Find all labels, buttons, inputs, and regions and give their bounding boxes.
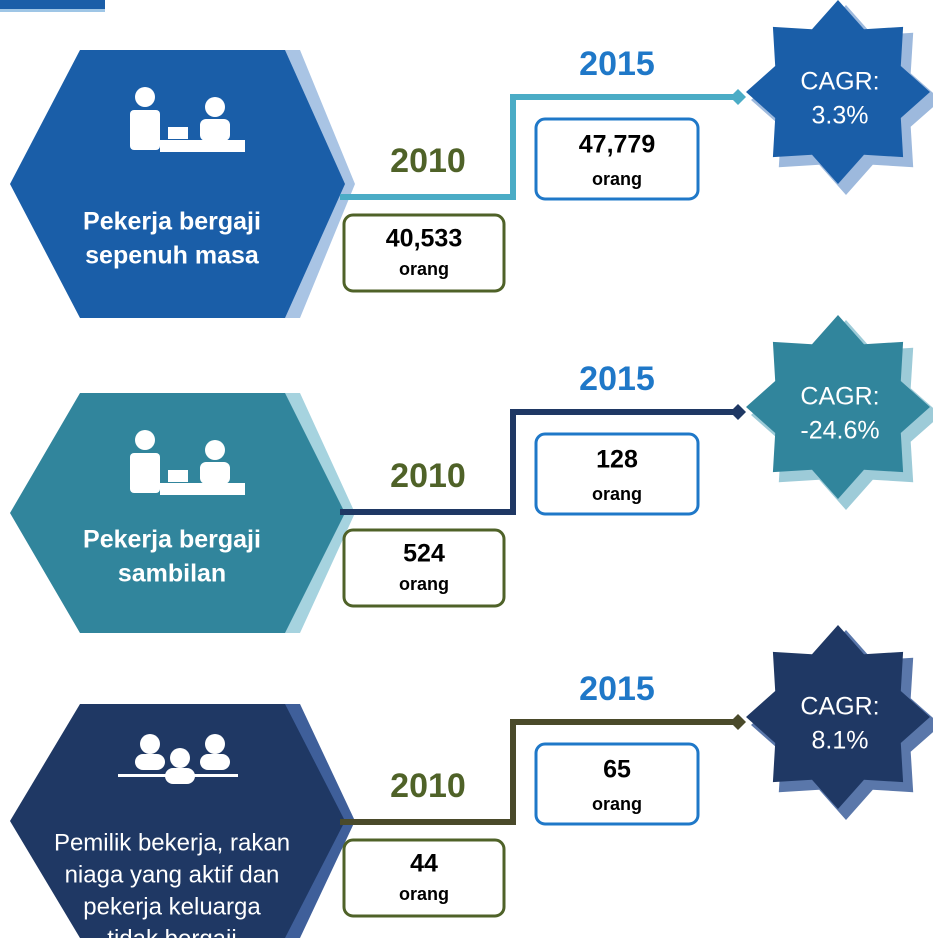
unit: orang bbox=[592, 484, 642, 504]
star bbox=[746, 315, 930, 499]
category-label: sambilan bbox=[118, 560, 226, 588]
connector-end bbox=[730, 404, 746, 420]
icon-head bbox=[135, 87, 155, 107]
unit: orang bbox=[399, 884, 449, 904]
cagr-label: CAGR: bbox=[800, 68, 879, 96]
icon-head bbox=[140, 734, 160, 754]
icon-body bbox=[130, 110, 160, 150]
row: Pekerja bergaji sambilan 2010 524 orang 2015 1… bbox=[10, 315, 933, 633]
category-label: Pekerja bergaji bbox=[83, 208, 261, 236]
icon-head bbox=[205, 440, 225, 460]
unit: orang bbox=[592, 794, 642, 814]
value-box bbox=[342, 213, 506, 293]
category-label: sepenuh masa bbox=[85, 242, 260, 270]
year-label: 2015 bbox=[579, 360, 655, 398]
row: Pemilik bekerja, rakan niaga yang aktif d… bbox=[10, 625, 933, 938]
value: 44 bbox=[410, 850, 438, 878]
value: 47,779 bbox=[579, 131, 655, 159]
icon-desk bbox=[160, 483, 245, 495]
icon bbox=[130, 87, 245, 152]
year-label: 2015 bbox=[579, 670, 655, 708]
connector bbox=[340, 94, 738, 200]
connector bbox=[340, 409, 738, 515]
icon-body bbox=[200, 462, 230, 484]
icon-laptop bbox=[168, 127, 188, 139]
value: 524 bbox=[403, 540, 445, 568]
category-label: Pemilik bekerja, rakan bbox=[54, 829, 290, 856]
connector-end bbox=[730, 89, 746, 105]
icon-head bbox=[205, 97, 225, 117]
icon-laptop bbox=[168, 470, 188, 482]
cagr-value: -24.6% bbox=[800, 417, 879, 445]
category-label: tidak bergaji bbox=[107, 925, 236, 938]
icon-head bbox=[170, 748, 190, 768]
unit: orang bbox=[399, 574, 449, 594]
value-box bbox=[534, 742, 700, 826]
icon-head bbox=[205, 734, 225, 754]
category-label: Pekerja bergaji bbox=[83, 526, 261, 554]
icon bbox=[118, 734, 238, 784]
header-bar-accent bbox=[0, 9, 105, 12]
icon-body bbox=[200, 754, 230, 770]
value: 40,533 bbox=[386, 225, 462, 253]
cagr-label: CAGR: bbox=[800, 693, 879, 721]
cagr-value: 3.3% bbox=[812, 102, 869, 130]
icon-table bbox=[118, 774, 238, 777]
cagr-label: CAGR: bbox=[800, 383, 879, 411]
cagr-value: 8.1% bbox=[812, 727, 869, 755]
value-box bbox=[534, 432, 700, 516]
icon-head bbox=[135, 430, 155, 450]
icon-body bbox=[130, 453, 160, 493]
value-box bbox=[534, 117, 700, 201]
hexagon bbox=[10, 393, 345, 633]
icon bbox=[130, 430, 245, 495]
connector-end bbox=[730, 714, 746, 730]
hexagon bbox=[10, 704, 345, 938]
year-label: 2010 bbox=[390, 767, 466, 805]
value: 65 bbox=[603, 756, 631, 784]
icon-desk bbox=[160, 140, 245, 152]
hexagon bbox=[10, 50, 345, 318]
value-box bbox=[342, 838, 506, 918]
icon-body bbox=[135, 754, 165, 770]
star bbox=[746, 0, 930, 184]
value: 128 bbox=[596, 446, 638, 474]
icon-body bbox=[200, 119, 230, 141]
year-label: 2010 bbox=[390, 142, 466, 180]
category-label: pekerja keluarga bbox=[83, 893, 261, 920]
category-label: niaga yang aktif dan bbox=[65, 861, 280, 888]
unit: orang bbox=[592, 169, 642, 189]
year-label: 2010 bbox=[390, 457, 466, 495]
year-label: 2015 bbox=[579, 45, 655, 83]
value-box bbox=[342, 528, 506, 608]
unit: orang bbox=[399, 259, 449, 279]
row: Pekerja bergaji sepenuh masa 2010 40,533 ora… bbox=[10, 0, 933, 318]
star bbox=[746, 625, 930, 809]
connector bbox=[340, 719, 738, 825]
